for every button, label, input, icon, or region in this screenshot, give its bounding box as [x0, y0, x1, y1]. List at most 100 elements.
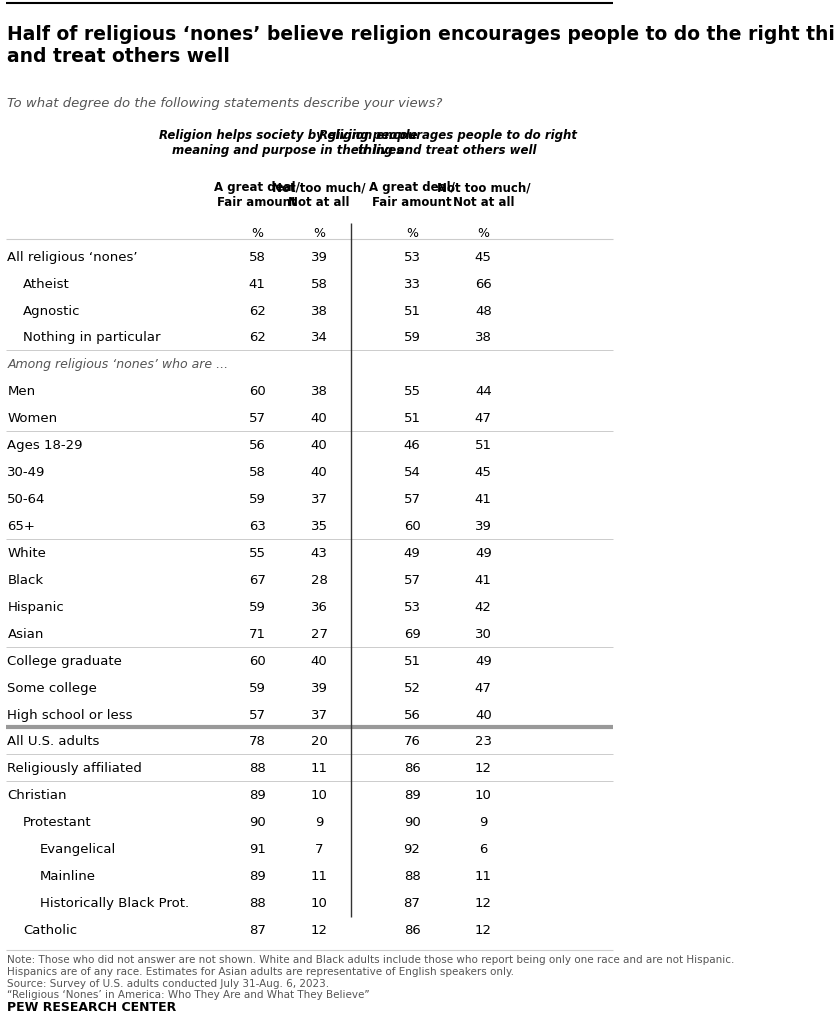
Text: White: White: [8, 547, 46, 560]
Text: 45: 45: [475, 466, 492, 479]
Text: 33: 33: [403, 278, 421, 291]
Text: Black: Black: [8, 573, 43, 587]
Text: 78: 78: [249, 735, 266, 749]
Text: 36: 36: [311, 601, 327, 613]
Text: 71: 71: [249, 628, 266, 641]
Text: 39: 39: [475, 520, 492, 532]
Text: 53: 53: [403, 601, 421, 613]
Text: Atheist: Atheist: [23, 278, 69, 291]
Text: 11: 11: [311, 763, 327, 775]
Text: 12: 12: [475, 924, 492, 937]
Text: 41: 41: [475, 573, 492, 587]
Text: 65+: 65+: [8, 520, 35, 532]
Text: 69: 69: [403, 628, 420, 641]
Text: 63: 63: [249, 520, 266, 532]
Text: 89: 89: [249, 870, 266, 883]
Text: 10: 10: [311, 790, 327, 802]
Text: A great deal/
Fair amount: A great deal/ Fair amount: [369, 181, 455, 209]
Text: College graduate: College graduate: [8, 654, 122, 668]
Text: 37: 37: [311, 494, 327, 506]
Text: 62: 62: [249, 332, 266, 344]
Text: 47: 47: [475, 682, 492, 694]
Text: 51: 51: [403, 304, 421, 317]
Text: 67: 67: [249, 573, 266, 587]
Text: 49: 49: [475, 654, 492, 668]
Text: Half of religious ‘nones’ believe religion encourages people to do the right thi: Half of religious ‘nones’ believe religi…: [8, 25, 835, 66]
Text: All religious ‘nones’: All religious ‘nones’: [8, 251, 138, 263]
Text: 87: 87: [403, 897, 421, 910]
Text: 86: 86: [403, 763, 420, 775]
Text: 60: 60: [403, 520, 420, 532]
Text: 9: 9: [315, 816, 323, 829]
Text: 39: 39: [311, 682, 327, 694]
Text: 11: 11: [475, 870, 492, 883]
Text: 45: 45: [475, 251, 492, 263]
Text: 59: 59: [249, 682, 266, 694]
Text: 46: 46: [403, 439, 420, 453]
Text: 38: 38: [475, 332, 492, 344]
Text: 6: 6: [479, 843, 488, 856]
Text: 50-64: 50-64: [8, 494, 46, 506]
Text: Protestant: Protestant: [23, 816, 92, 829]
Text: 38: 38: [311, 304, 327, 317]
Text: 60: 60: [249, 385, 266, 398]
Text: 12: 12: [311, 924, 327, 937]
Text: 59: 59: [249, 601, 266, 613]
Text: 90: 90: [403, 816, 420, 829]
Text: 41: 41: [249, 278, 266, 291]
Text: 48: 48: [475, 304, 492, 317]
Text: 34: 34: [311, 332, 327, 344]
Text: 38: 38: [311, 385, 327, 398]
Text: 51: 51: [403, 654, 421, 668]
Text: 11: 11: [311, 870, 327, 883]
Text: 55: 55: [403, 385, 421, 398]
Text: Christian: Christian: [8, 790, 67, 802]
Text: Women: Women: [8, 413, 58, 425]
Text: 10: 10: [475, 790, 492, 802]
Text: 58: 58: [249, 466, 266, 479]
Text: 27: 27: [311, 628, 327, 641]
Text: %: %: [406, 227, 418, 241]
Text: 88: 88: [249, 763, 266, 775]
Text: 37: 37: [311, 709, 327, 722]
Text: Among religious ‘nones’ who are ...: Among religious ‘nones’ who are ...: [8, 358, 229, 372]
Text: 44: 44: [475, 385, 492, 398]
Text: Religion helps society by giving people
meaning and purpose in their lives: Religion helps society by giving people …: [159, 129, 418, 157]
Text: 7: 7: [315, 843, 323, 856]
Text: Historically Black Prot.: Historically Black Prot.: [39, 897, 189, 910]
Text: 41: 41: [475, 494, 492, 506]
Text: Note: Those who did not answer are not shown. White and Black adults include tho: Note: Those who did not answer are not s…: [8, 955, 735, 1000]
Text: 39: 39: [311, 251, 327, 263]
Text: 88: 88: [249, 897, 266, 910]
Text: 57: 57: [249, 709, 266, 722]
Text: 51: 51: [475, 439, 492, 453]
Text: Hispanic: Hispanic: [8, 601, 64, 613]
Text: A great deal/
Fair amount: A great deal/ Fair amount: [215, 181, 300, 209]
Text: 49: 49: [475, 547, 492, 560]
Text: 51: 51: [403, 413, 421, 425]
Text: 28: 28: [311, 573, 327, 587]
Text: 40: 40: [311, 466, 327, 479]
Text: 40: 40: [311, 654, 327, 668]
Text: 49: 49: [403, 547, 420, 560]
Text: Ages 18-29: Ages 18-29: [8, 439, 83, 453]
Text: 59: 59: [403, 332, 421, 344]
Text: 92: 92: [403, 843, 421, 856]
Text: Asian: Asian: [8, 628, 43, 641]
Text: 12: 12: [475, 897, 492, 910]
Text: 52: 52: [403, 682, 421, 694]
Text: 87: 87: [249, 924, 266, 937]
Text: 88: 88: [403, 870, 420, 883]
Text: 56: 56: [403, 709, 421, 722]
Text: 90: 90: [249, 816, 266, 829]
Text: 57: 57: [403, 573, 421, 587]
Text: 10: 10: [311, 897, 327, 910]
Text: 30-49: 30-49: [8, 466, 46, 479]
Text: 23: 23: [475, 735, 492, 749]
Text: 40: 40: [311, 439, 327, 453]
Text: 86: 86: [403, 924, 420, 937]
Text: 57: 57: [403, 494, 421, 506]
Text: 35: 35: [311, 520, 327, 532]
Text: Some college: Some college: [8, 682, 98, 694]
Text: 89: 89: [403, 790, 420, 802]
